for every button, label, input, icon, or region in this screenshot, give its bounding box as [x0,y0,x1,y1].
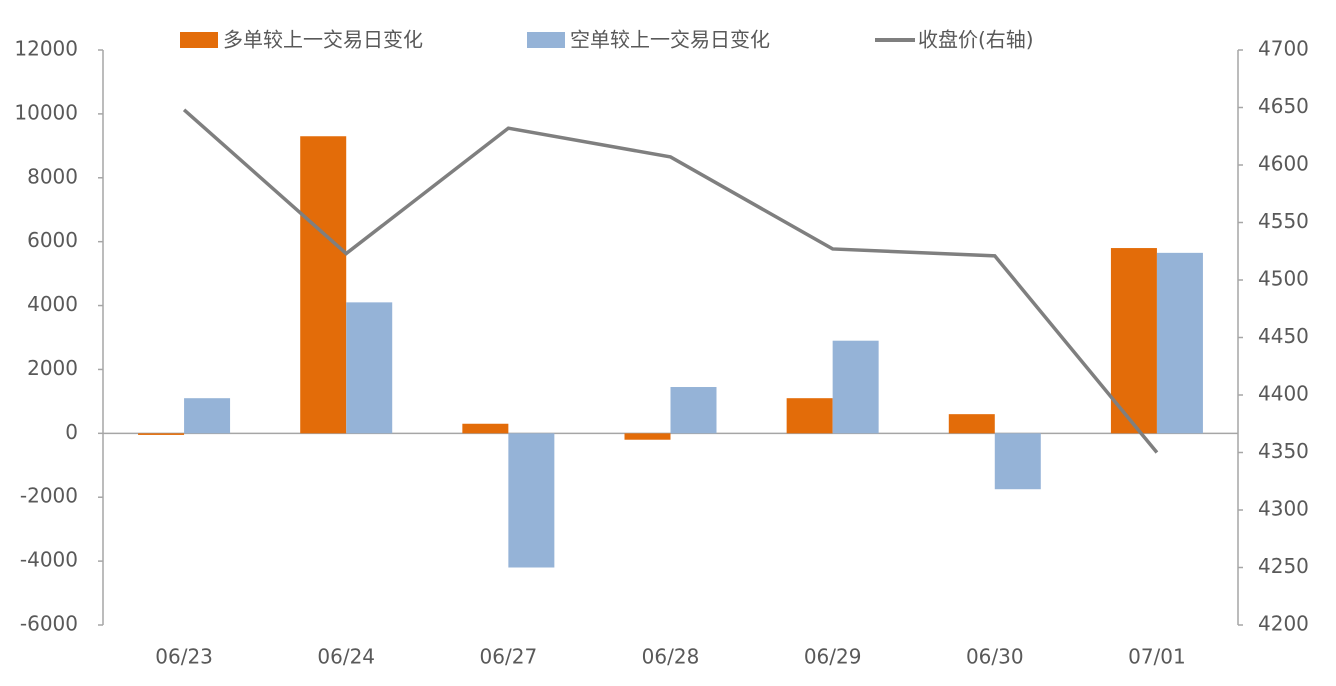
legend-label: 收盘价(右轴) [918,28,1034,52]
bar [138,433,185,435]
y-tick-label: 4000 [27,292,78,316]
y2-tick-label: 4500 [1258,267,1309,291]
legend-label: 空单较上一交易日变化 [570,28,770,52]
bar [300,136,347,434]
y-tick-label: 6000 [27,228,78,252]
bar [184,398,231,434]
y-tick-label: 0 [65,420,78,444]
y-tick-label: -2000 [20,484,78,508]
x-tick-label: 06/29 [804,645,862,669]
y-tick-label: 8000 [27,164,78,188]
x-tick-label: 06/28 [642,645,700,669]
y-tick-label: 2000 [27,356,78,380]
line [182,108,1159,454]
y2-tick-label: 4700 [1258,37,1309,61]
legend-swatch [527,32,565,48]
y2-tick-label: 4250 [1258,554,1309,578]
y2-tick-label: 4300 [1258,497,1309,521]
y2-tick-label: 4600 [1258,152,1309,176]
bar [948,414,995,434]
bar [1110,248,1157,434]
bar [786,398,833,434]
bar [624,433,671,440]
y-tick-label: -4000 [20,548,78,572]
bar [670,387,717,434]
legend-label: 多单较上一交易日变化 [223,28,423,52]
bar [1156,252,1203,434]
x-tick-label: 06/24 [317,645,375,669]
bar [462,423,509,434]
legend-swatch [180,32,218,48]
y2-tick-label: 4650 [1258,94,1309,118]
y2-tick-label: 4450 [1258,324,1309,348]
y-tick-label: -6000 [20,612,78,636]
y2-tick-label: 4550 [1258,209,1309,233]
y2-tick-label: 4400 [1258,382,1309,406]
bar [346,302,393,434]
y-tick-label: 12000 [14,37,78,61]
x-tick-label: 06/23 [155,645,213,669]
y2-tick-label: 4350 [1258,439,1309,463]
bar [994,433,1041,490]
x-tick-label: 07/01 [1128,645,1186,669]
bar [832,340,879,434]
bar [508,433,555,568]
y2-tick-label: 4200 [1258,612,1309,636]
x-tick-label: 06/27 [480,645,538,669]
x-tick-label: 06/30 [966,645,1024,669]
y-tick-label: 10000 [14,100,78,124]
